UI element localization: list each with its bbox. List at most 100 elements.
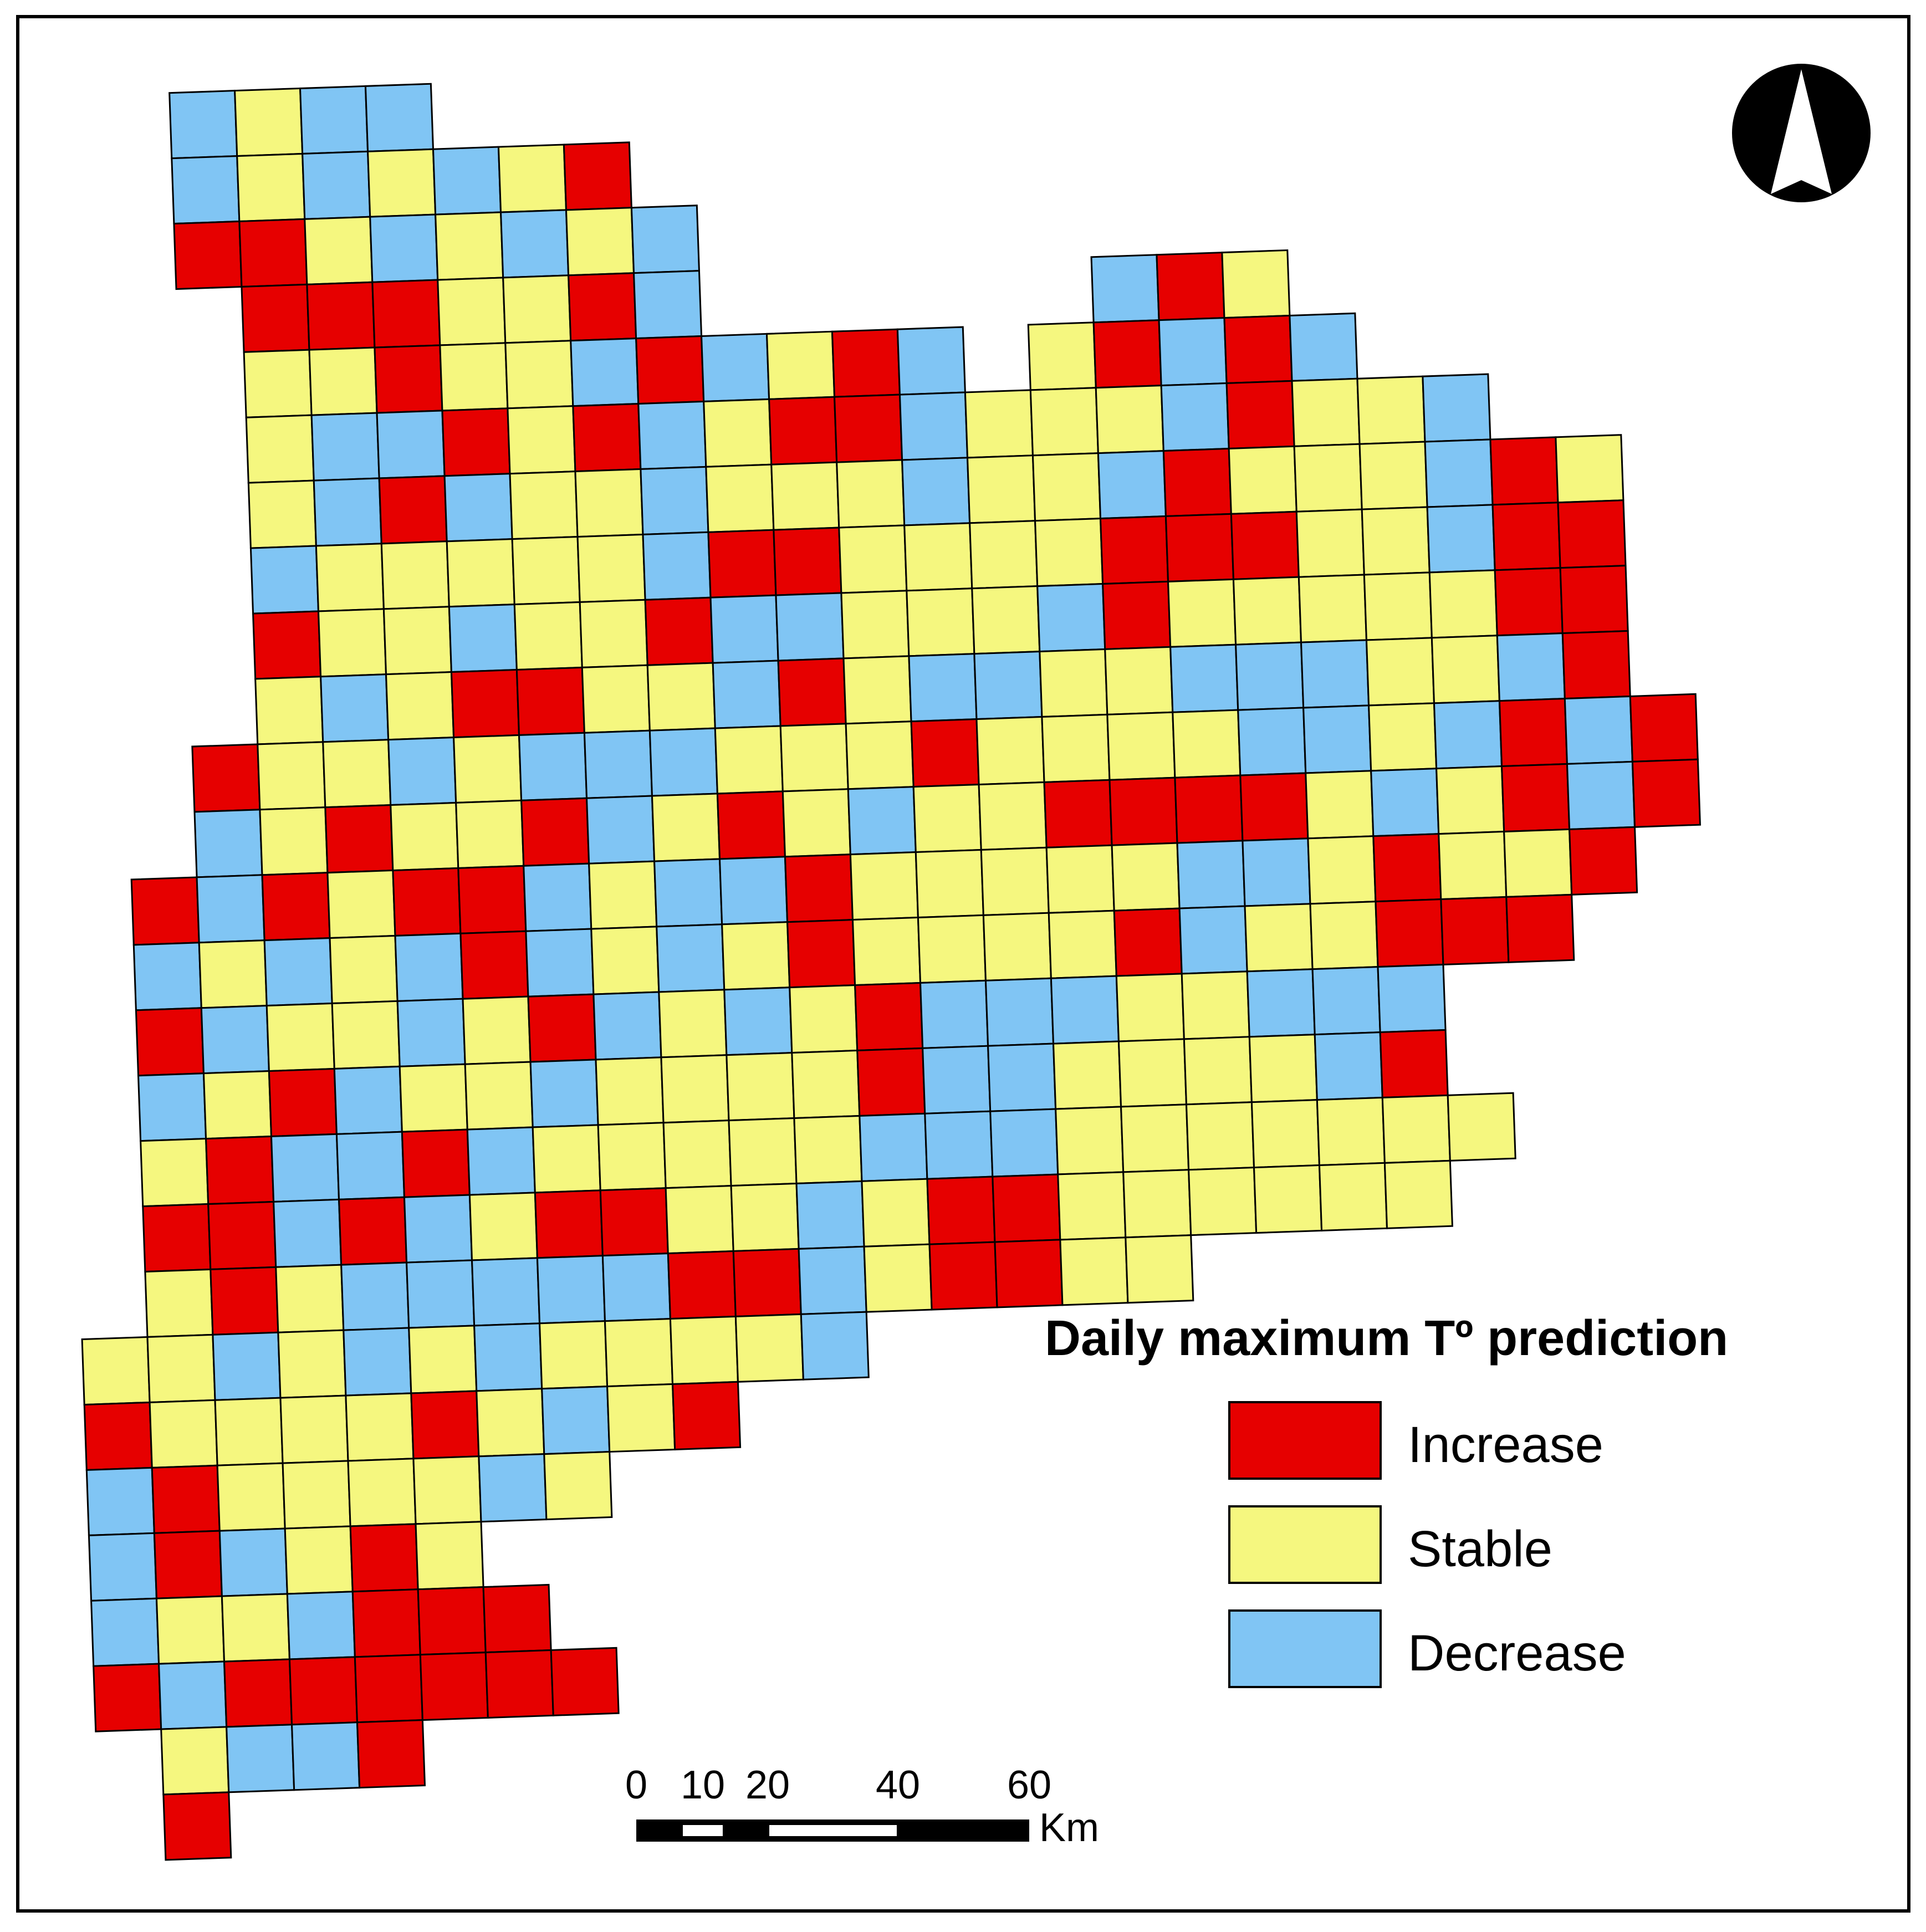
grid-cell-decrease (387, 736, 457, 806)
grid-cell-stable (1055, 1106, 1125, 1175)
grid-cell-stable (464, 1061, 534, 1131)
grid-cell-stable (435, 211, 504, 281)
grid-cell-increase (1631, 758, 1701, 828)
grid-cell-stable (1045, 844, 1115, 914)
grid-cell-stable (221, 1593, 290, 1663)
grid-cell-stable (1555, 434, 1624, 504)
grid-cell-decrease (396, 998, 466, 1067)
grid-cell-stable (1253, 1164, 1323, 1234)
grid-cell-decrease (443, 473, 513, 543)
grid-cell-stable (1183, 1036, 1253, 1106)
grid-cell-stable (382, 606, 453, 676)
grid-cell-stable (1228, 445, 1297, 515)
grid-cell-stable (345, 1392, 415, 1462)
grid-cell-stable (1435, 765, 1505, 835)
grid-cell-increase (671, 1381, 742, 1450)
scale-unit: Km (1039, 1806, 1099, 1850)
grid-cell-increase (153, 1530, 223, 1599)
grid-cell-stable (836, 459, 906, 529)
grid-cell-stable (1305, 770, 1375, 840)
grid-cell-stable (1381, 1094, 1451, 1164)
grid-cell-decrease (406, 1259, 476, 1329)
grid-cell-stable (606, 1383, 676, 1453)
grid-cell-stable (275, 1264, 345, 1333)
grid-cell-stable (304, 216, 374, 285)
grid-cell-increase (482, 1583, 552, 1654)
grid-cell-decrease (1564, 695, 1633, 765)
grid-cell-increase (515, 666, 585, 736)
grid-cell-decrease (1160, 382, 1230, 452)
grid-cell-stable (347, 1458, 417, 1527)
grid-cell-stable (1431, 635, 1500, 704)
grid-cell-stable (507, 405, 576, 475)
grid-cell-stable (1041, 713, 1111, 783)
grid-cell-stable (1295, 508, 1365, 578)
grid-cell-stable (322, 739, 392, 809)
grid-cell-decrease (723, 987, 793, 1056)
grid-cell-stable (198, 939, 268, 1009)
grid-cell-decrease (85, 1466, 155, 1536)
legend-swatch-stable (1228, 1505, 1382, 1584)
grid-cell-stable (1428, 569, 1498, 639)
grid-cell-decrease (536, 1255, 606, 1325)
grid-cell-decrease (478, 1453, 548, 1523)
grid-cell-stable (781, 788, 851, 858)
grid-cell-decrease (1496, 632, 1566, 702)
grid-cell-increase (457, 865, 527, 934)
grid-cell-stable (1048, 909, 1117, 979)
grid-cell-increase (1099, 515, 1169, 585)
grid-cell-stable (1027, 321, 1097, 391)
grid-cell-increase (417, 1586, 487, 1656)
grid-cell-stable (437, 277, 507, 346)
grid-cell-increase (223, 1658, 293, 1728)
grid-cell-stable (1167, 578, 1237, 648)
grid-cell-decrease (1314, 1031, 1383, 1101)
grid-cell-stable (969, 520, 1039, 590)
grid-cell-stable (838, 524, 908, 594)
grid-cell-decrease (90, 1597, 160, 1667)
grid-cell-stable (1363, 571, 1433, 641)
grid-cell-decrease (226, 1724, 295, 1793)
grid-cell-increase (1491, 502, 1561, 571)
grid-cell-stable (462, 995, 532, 1065)
grid-cell-decrease (343, 1327, 412, 1397)
grid-cell-increase (1372, 833, 1442, 903)
grid-cell-stable (1221, 249, 1291, 319)
grid-cell-stable (728, 1117, 798, 1187)
grid-cell-increase (268, 1067, 338, 1138)
grid-cell-increase (928, 1241, 998, 1311)
grid-cell-increase (599, 1187, 669, 1257)
grid-cell-decrease (137, 1072, 207, 1142)
grid-cell-stable (1106, 711, 1176, 781)
legend-label-increase: Increase (1408, 1417, 1603, 1473)
grid-cell-increase (773, 527, 842, 596)
grid-cell-stable (236, 152, 306, 223)
legend: Daily maximum Tº prediction Increase Sta… (1045, 1311, 1728, 1688)
grid-cell-increase (238, 218, 308, 288)
grid-cell-stable (160, 1726, 230, 1796)
grid-cell-stable (317, 608, 387, 678)
grid-cell-stable (1034, 518, 1104, 587)
grid-cell-decrease (249, 545, 320, 615)
grid-cell-stable (1052, 1040, 1122, 1110)
grid-cell-increase (550, 1647, 620, 1716)
grid-cell-stable (964, 389, 1034, 459)
grid-cell-stable (1181, 970, 1250, 1040)
grid-cell-decrease (196, 874, 265, 944)
grid-cell-stable (1356, 375, 1426, 445)
grid-cell-increase (191, 743, 261, 813)
grid-cell-decrease (718, 856, 789, 926)
grid-cell-decrease (896, 326, 966, 396)
grid-cell-increase (401, 1128, 471, 1198)
grid-cell-stable (282, 1460, 351, 1530)
grid-cell-stable (903, 522, 973, 592)
prediction-grid (81, 83, 1701, 1861)
grid-cell-stable (662, 1120, 732, 1189)
grid-cell-increase (768, 396, 838, 466)
grid-cell-decrease (592, 991, 662, 1061)
grid-cell-stable (861, 1178, 931, 1248)
grid-cell-stable (703, 398, 773, 468)
grid-cell-decrease (270, 1133, 340, 1203)
grid-cell-stable (726, 1052, 795, 1122)
